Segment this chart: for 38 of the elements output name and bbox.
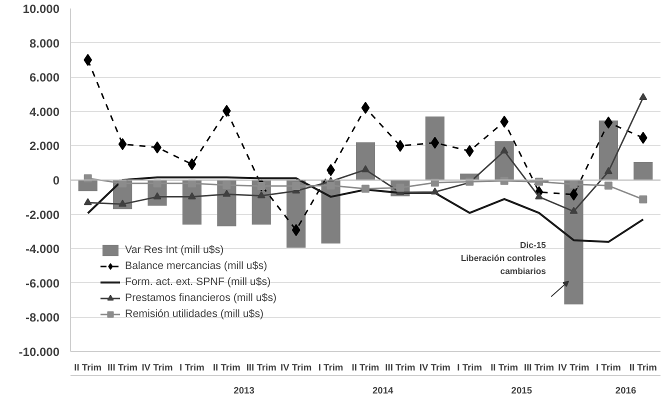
legend-label: Form. act. ext. SPNF (mill u$s): [125, 275, 271, 289]
text: 2013: [234, 386, 254, 396]
y-tick-label: 4.000: [29, 104, 60, 119]
x-tick-label: I Trim: [318, 362, 344, 372]
x-tick-label: II Trim: [212, 362, 240, 372]
x-tick-label: II Trim: [74, 362, 102, 372]
legend-label: Var Res Int (mill u$s): [125, 243, 224, 257]
y-tick-label: -6.000: [25, 276, 60, 290]
legend-label: Prestamos financieros (mill u$s): [125, 291, 277, 305]
x-tick-label: IV Trim: [142, 362, 173, 372]
text: 2015: [511, 386, 532, 396]
y-tick-label: 0: [52, 174, 60, 188]
x-tick-label: I Trim: [180, 362, 204, 372]
y-tick-label: 10.000: [22, 2, 60, 16]
x-tick-label: III Trim: [246, 362, 276, 372]
annotation: Dic-15 Liberación controles cambiarios: [460, 240, 546, 276]
x-tick-label: III Trim: [385, 362, 416, 372]
y-tick-label: -10.000: [18, 345, 60, 359]
x-tick-label: III Trim: [108, 362, 138, 372]
y-tick-label: 8.000: [29, 36, 60, 50]
x-tick-label: I Trim: [457, 362, 482, 372]
x-tick-label: I Trim: [596, 362, 621, 372]
x-tick-label: IV Trim: [280, 362, 312, 372]
y-tick-label: -2.000: [25, 208, 60, 222]
x-tick-label: III Trim: [524, 362, 554, 372]
legend-label: Balance mercancias (mill u$s): [125, 259, 268, 273]
legend-label: Remisión utilidades (mill u$s): [125, 307, 264, 321]
x-tick-label: II Trim: [490, 362, 518, 372]
x-tick-label: II Trim: [629, 362, 657, 372]
y-tick-label: -8.000: [25, 310, 60, 325]
y-tick-label: -4.000: [25, 242, 60, 256]
text: 2016: [615, 386, 636, 396]
y-tick-label: 6.000: [29, 70, 60, 85]
x-tick-label: II Trim: [352, 362, 380, 372]
text: 2014: [372, 386, 394, 396]
x-tick-label: IV Trim: [419, 362, 450, 372]
x-tick-label: IV Trim: [558, 362, 590, 372]
y-tick-label: 2.000: [29, 139, 60, 154]
